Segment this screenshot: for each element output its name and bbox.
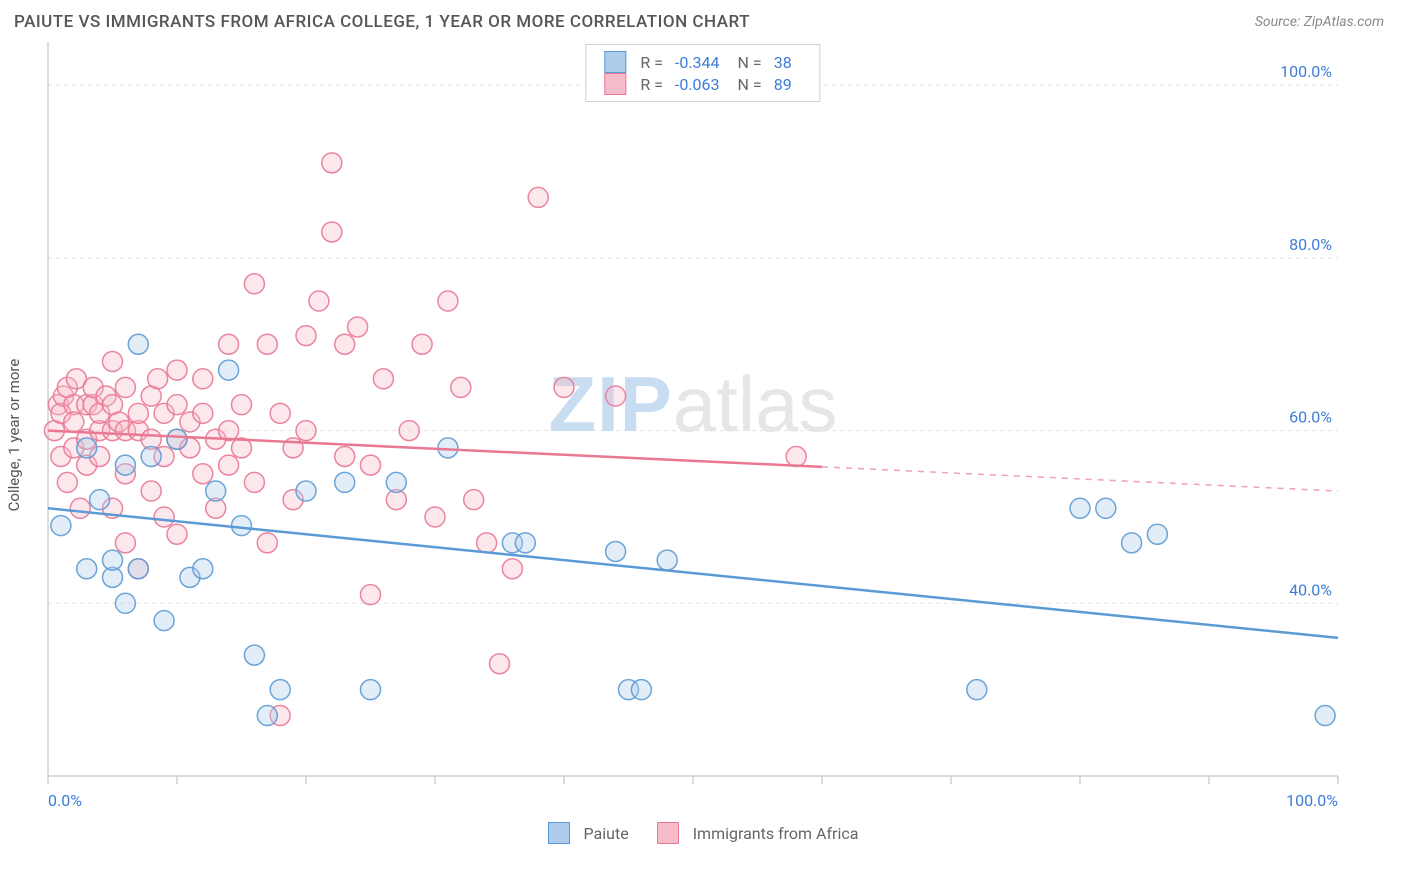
r-label: R = — [640, 53, 663, 72]
svg-text:40.0%: 40.0% — [1289, 580, 1332, 599]
swatch-africa — [657, 822, 679, 844]
series-legend: Paiute Immigrants from Africa — [0, 822, 1406, 844]
svg-text:0.0%: 0.0% — [48, 791, 82, 810]
n-value-africa: 89 — [774, 75, 792, 94]
source-attribution: Source: ZipAtlas.com — [1255, 14, 1384, 30]
n-label: N = — [738, 75, 762, 94]
svg-text:80.0%: 80.0% — [1289, 235, 1332, 254]
n-value-paiute: 38 — [774, 53, 792, 72]
r-label: R = — [640, 75, 663, 94]
svg-text:100.0%: 100.0% — [1280, 62, 1332, 81]
legend-label-paiute: Paiute — [584, 824, 629, 843]
legend-item-africa: Immigrants from Africa — [657, 822, 859, 844]
y-axis-label: College, 1 year or more — [5, 359, 23, 512]
svg-text:60.0%: 60.0% — [1289, 408, 1332, 427]
scatter-chart: 40.0% 60.0% 80.0% 100.0% 0.0% 100.0% ZIPatlas — [18, 36, 1358, 816]
legend-row-paiute: R = -0.344 N = 38 — [604, 51, 801, 73]
svg-text:100.0%: 100.0% — [1286, 791, 1338, 810]
swatch-paiute — [604, 51, 626, 73]
r-value-paiute: -0.344 — [675, 53, 720, 72]
legend-label-africa: Immigrants from Africa — [693, 824, 859, 843]
svg-text:ZIPatlas: ZIPatlas — [548, 360, 837, 448]
chart-container: College, 1 year or more R = -0.344 N = 3… — [18, 36, 1388, 816]
swatch-africa — [604, 73, 626, 95]
correlation-legend: R = -0.344 N = 38 R = -0.063 N = 89 — [585, 44, 820, 102]
n-label: N = — [738, 53, 762, 72]
r-value-africa: -0.063 — [675, 75, 720, 94]
legend-item-paiute: Paiute — [548, 822, 629, 844]
legend-row-africa: R = -0.063 N = 89 — [604, 73, 801, 95]
swatch-paiute — [548, 822, 570, 844]
chart-title: PAIUTE VS IMMIGRANTS FROM AFRICA COLLEGE… — [14, 12, 750, 32]
